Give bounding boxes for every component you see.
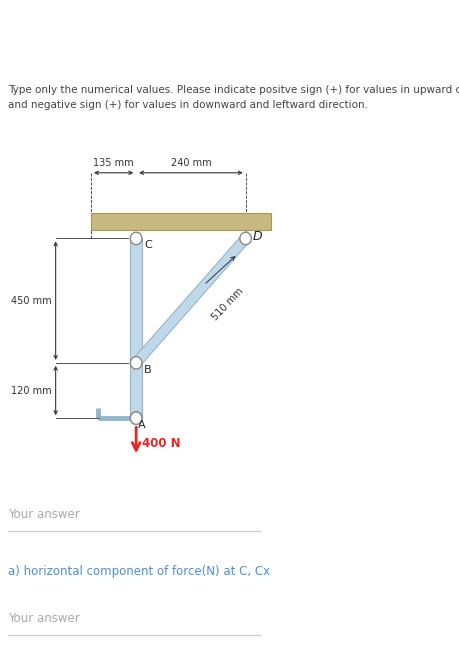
Text: 450 mm: 450 mm <box>11 296 52 306</box>
Polygon shape <box>132 235 249 366</box>
Text: Type only the numerical values. Please indicate positve sign (+) for values in u: Type only the numerical values. Please i… <box>8 85 459 110</box>
Text: 135 mm: 135 mm <box>93 158 134 167</box>
Bar <box>130 238 142 418</box>
Text: 400 N: 400 N <box>142 437 180 450</box>
Bar <box>91 213 271 230</box>
Text: D: D <box>252 230 262 243</box>
Circle shape <box>239 232 251 245</box>
Text: 240 mm: 240 mm <box>170 158 211 167</box>
Circle shape <box>130 412 142 424</box>
Circle shape <box>130 412 142 424</box>
Text: 120 mm: 120 mm <box>11 386 52 395</box>
Circle shape <box>130 357 142 369</box>
Text: A: A <box>137 420 145 430</box>
Text: as shown: as shown <box>8 50 78 63</box>
Text: Your answer: Your answer <box>8 508 80 521</box>
Text: Your answer: Your answer <box>8 612 80 625</box>
Text: 3. Determine the components of the forces acting on each member of the frame: 3. Determine the components of the force… <box>8 17 459 30</box>
Text: C: C <box>144 240 151 250</box>
Circle shape <box>130 232 142 245</box>
Text: a) horizontal component of force(N) at C, Cx: a) horizontal component of force(N) at C… <box>8 565 270 578</box>
Text: 510 mm: 510 mm <box>210 286 245 322</box>
Text: B: B <box>144 364 151 375</box>
